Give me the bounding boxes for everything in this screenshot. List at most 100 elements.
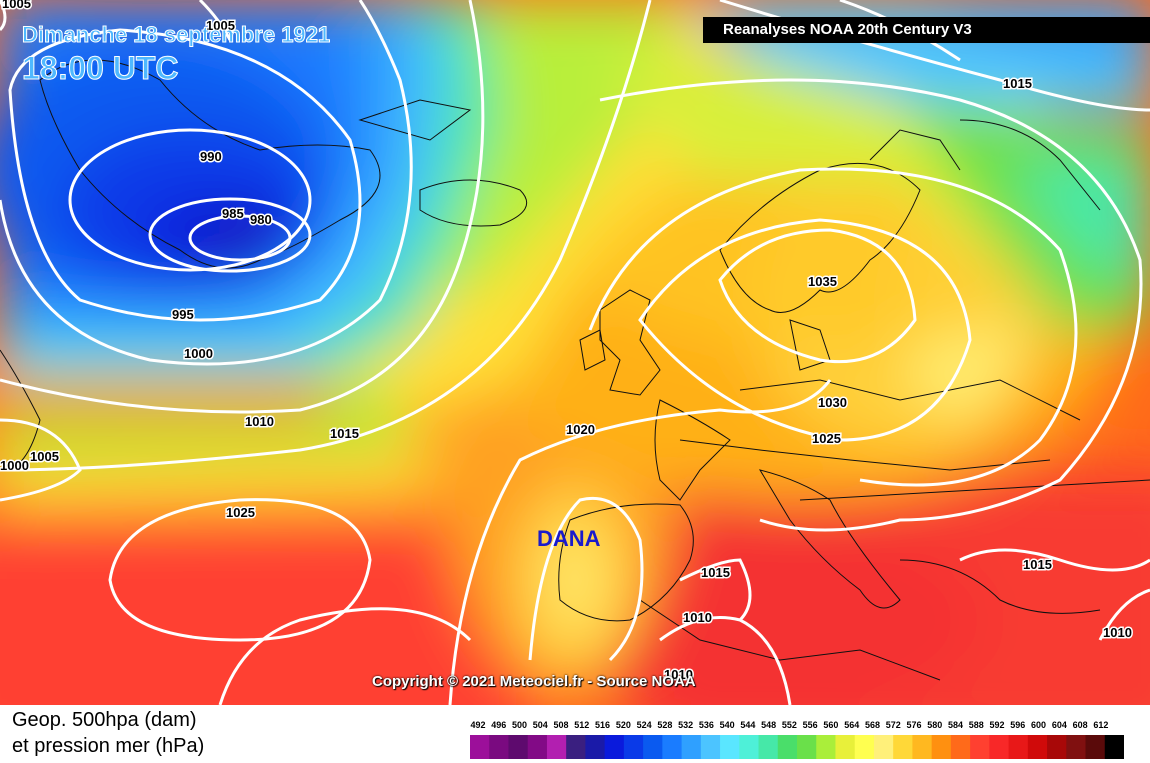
scale-tick-label: 508 <box>554 720 569 730</box>
scale-swatch <box>527 735 548 759</box>
scale-swatch <box>739 735 760 759</box>
dana-annotation: DANA <box>537 526 601 551</box>
isobar-label: 1015 <box>701 565 730 580</box>
isobar-1010-east <box>1098 588 1150 641</box>
isobar-1020-east <box>599 78 1143 532</box>
isobar-label: 1005 <box>2 0 31 11</box>
scale-swatch <box>912 735 933 759</box>
scale-tick-label: 596 <box>1010 720 1025 730</box>
scale-swatch <box>970 735 990 759</box>
scale-tick-label: 588 <box>969 720 984 730</box>
isobar-label: 990 <box>200 149 222 164</box>
scale-tick-label: 504 <box>533 720 548 730</box>
isobar-label: 1015 <box>330 426 359 441</box>
isobar-1005-corner <box>0 0 7 32</box>
scale-tick-label: 556 <box>803 720 818 730</box>
scale-tick-label: 528 <box>657 720 672 730</box>
scale-swatch <box>720 735 740 759</box>
map-date: Dimanche 18 septembre 1921 <box>21 22 331 48</box>
isobar-label: 1005 <box>30 449 59 464</box>
scale-swatch <box>1027 735 1048 759</box>
isobar-labels: 1005 1005 990 985 980 995 1000 1010 1015… <box>0 0 1133 684</box>
scale-swatch <box>1047 735 1067 759</box>
scale-swatch <box>893 735 913 759</box>
scale-tick-label: 580 <box>927 720 942 730</box>
map-time: 18:00 UTC <box>22 50 179 87</box>
scale-tick-label: 592 <box>990 720 1005 730</box>
scale-swatch <box>835 735 856 759</box>
scale-swatch <box>1008 735 1029 759</box>
isobar-1015-balkans <box>959 548 1150 572</box>
scale-swatch <box>489 735 509 759</box>
scale-tick-label: 576 <box>906 720 921 730</box>
legend-footer: Geop. 500hpa (dam) et pression mer (hPa)… <box>0 705 1150 763</box>
isobar-label: 1000 <box>0 458 29 473</box>
scale-tick-label: 584 <box>948 720 963 730</box>
isobar-label: 985 <box>222 206 244 221</box>
scale-tick-label: 524 <box>637 720 652 730</box>
weather-map: 1005 1005 990 985 980 995 1000 1010 1015… <box>0 0 1150 705</box>
isobar-label: 1015 <box>1003 76 1032 91</box>
isobar-label: 1010 <box>683 610 712 625</box>
isobar-label: 1005 <box>206 18 235 33</box>
isobar-1035 <box>718 228 917 364</box>
scale-tick-label: 604 <box>1052 720 1067 730</box>
legend-title-pressure: et pression mer (hPa) <box>12 735 205 757</box>
scale-swatch <box>873 735 894 759</box>
isobar-1005-edge <box>0 418 82 502</box>
scale-tick-label: 492 <box>470 720 485 730</box>
isobar-985 <box>148 197 312 273</box>
scale-swatch <box>681 735 702 759</box>
scale-tick-label: 568 <box>865 720 880 730</box>
scale-swatch <box>950 735 971 759</box>
scale-swatch <box>700 735 721 759</box>
isobar-label: 980 <box>250 212 272 227</box>
scale-tick-label: 532 <box>678 720 693 730</box>
isobar-label: 1010 <box>1103 625 1132 640</box>
isobar-1015-spain <box>679 558 752 622</box>
scale-tick-label: 544 <box>740 720 755 730</box>
scale-swatch <box>1085 735 1106 759</box>
scale-swatch <box>1104 735 1124 759</box>
scale-tick-label: 548 <box>761 720 776 730</box>
scale-swatch <box>508 735 529 759</box>
isobar-1000 <box>0 0 413 366</box>
scale-tick-label: 540 <box>720 720 735 730</box>
isobar-995 <box>8 28 362 322</box>
source-banner: Reanalyses NOAA 20th Century V3 <box>703 17 1150 43</box>
isobar-label: 1015 <box>1023 557 1052 572</box>
isobar-1020 <box>448 379 832 705</box>
scale-tick-label: 564 <box>844 720 859 730</box>
scale-swatch <box>1066 735 1087 759</box>
isobar-1015-iberia <box>528 496 644 662</box>
scale-swatch <box>797 735 817 759</box>
isobar-label: 1025 <box>812 431 841 446</box>
scale-tick-label: 516 <box>595 720 610 730</box>
scale-swatch <box>777 735 798 759</box>
color-scale: 492 496 500 504 508 512 516 520 524 528 532 536 540 5… <box>470 720 1124 759</box>
scale-tick-label: 536 <box>699 720 714 730</box>
scale-tick-label: 560 <box>823 720 838 730</box>
scale-tick-label: 600 <box>1031 720 1046 730</box>
scale-tick-label: 612 <box>1093 720 1108 730</box>
copyright-text: Copyright © 2021 Meteociel.fr - Source N… <box>372 673 696 690</box>
isobar-1010 <box>0 0 485 414</box>
isobar-1030 <box>638 218 972 442</box>
scale-swatch <box>989 735 1010 759</box>
isobar-1015-west <box>0 0 652 472</box>
isobar-label: 1025 <box>226 505 255 520</box>
scale-swatch <box>623 735 644 759</box>
scale-swatch <box>566 735 586 759</box>
isobar-990 <box>68 128 312 272</box>
scale-tick-label: 608 <box>1073 720 1088 730</box>
scale-tick-label: 552 <box>782 720 797 730</box>
scale-swatch <box>585 735 606 759</box>
isobar-1025-north <box>588 167 1078 487</box>
isobar-label: 1010 <box>245 414 274 429</box>
scale-swatch <box>604 735 625 759</box>
scale-swatch <box>931 735 952 759</box>
scale-swatch <box>643 735 663 759</box>
isobar-label: 1020 <box>566 422 595 437</box>
isobar-label: 1000 <box>184 346 213 361</box>
isobars <box>0 0 1150 705</box>
